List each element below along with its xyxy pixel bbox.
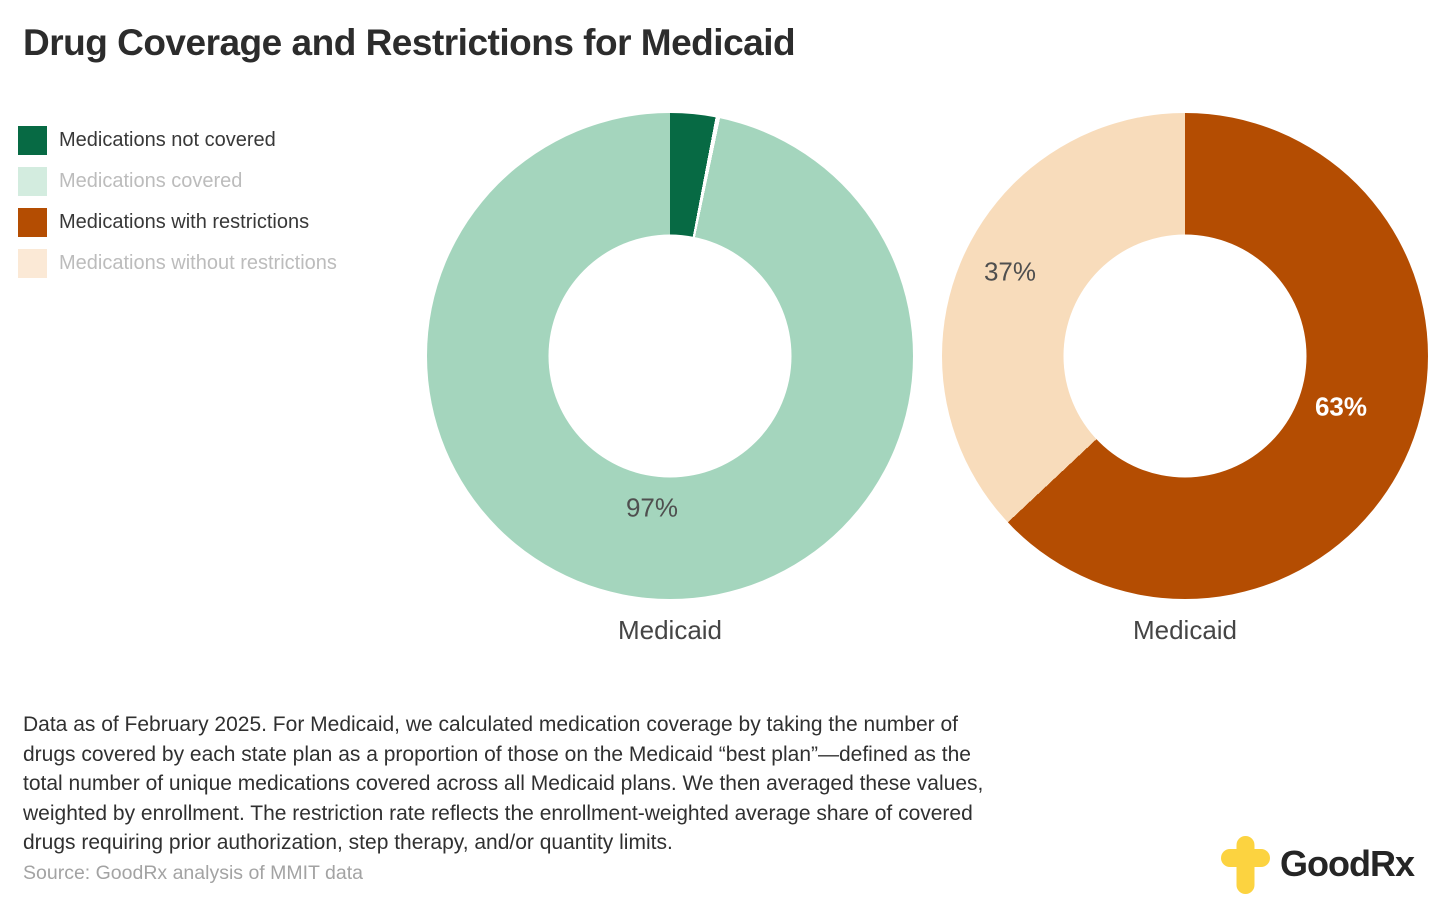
source-note: Source: GoodRx analysis of MMIT data xyxy=(23,862,363,884)
footnote-line: total number of unique medications cover… xyxy=(23,772,984,795)
footnote-line: drugs covered by each state plan as a pr… xyxy=(23,742,971,766)
donut-ring-coverage: 97% xyxy=(427,113,913,599)
donut-slice-label-covered: 97% xyxy=(625,492,679,523)
legend-item-with-restrictions: Medications with restrictions xyxy=(18,207,337,237)
goodrx-wordmark: GoodRx xyxy=(1280,843,1415,884)
goodrx-logo: GoodRx xyxy=(1221,836,1415,896)
goodrx-plus-icon xyxy=(1221,836,1271,896)
footnote: Data as of February 2025. For Medicaid, … xyxy=(23,710,983,858)
footnote-line: drugs requiring prior authorization, ste… xyxy=(23,831,673,854)
chart-title: Drug Coverage and Restrictions for Medic… xyxy=(23,22,796,63)
legend-swatch-without-restrictions xyxy=(18,248,47,278)
footnote-line: weighted by enrollment. The restriction … xyxy=(23,801,973,825)
legend-item-label: Medications not covered xyxy=(59,128,276,151)
legend-item-covered: Medications covered xyxy=(18,166,337,196)
donut-hole xyxy=(548,234,792,478)
legend-item-without-restrictions: Medications without restrictions xyxy=(18,248,337,278)
donut-slice-label-with-restrictions: 63% xyxy=(1314,391,1368,422)
legend-item-label: Medications with restrictions xyxy=(59,210,310,233)
legend-swatch-not-covered xyxy=(18,125,47,155)
donut-hole xyxy=(1063,234,1307,478)
donut-chart-coverage: 97% Medicaid xyxy=(427,113,913,658)
goodrx-wordmark-rx: Rx xyxy=(1369,843,1415,884)
legend-item-label: Medications without restrictions xyxy=(59,251,337,274)
legend-swatch-with-restrictions xyxy=(18,207,47,237)
goodrx-wordmark-good: Good xyxy=(1280,843,1371,884)
donut-caption: Medicaid xyxy=(617,615,723,645)
donut-ring-restrictions: 37% 63% xyxy=(942,113,1428,599)
legend-swatch-covered xyxy=(18,166,47,196)
legend-item-not-covered: Medications not covered xyxy=(18,125,337,155)
legend: Medications not covered Medications cove… xyxy=(18,125,337,278)
donut-chart-restrictions: 37% 63% Medicaid xyxy=(942,113,1428,658)
donut-slice-label-without-restrictions: 37% xyxy=(983,256,1037,287)
donut-caption: Medicaid xyxy=(1132,615,1238,645)
footnote-line: Data as of February 2025. For Medicaid, … xyxy=(23,713,959,736)
legend-item-label: Medications covered xyxy=(59,169,243,192)
